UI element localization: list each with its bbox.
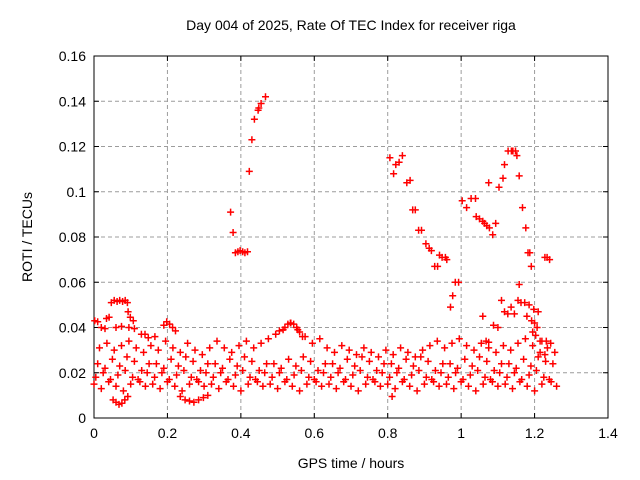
y-tick-label: 0.12 <box>59 139 86 155</box>
x-tick-label: 1.4 <box>598 425 618 441</box>
y-tick-label: 0.16 <box>59 48 86 64</box>
y-tick-label: 0.02 <box>59 365 86 381</box>
y-tick-label: 0.1 <box>67 184 87 200</box>
x-tick-label: 0.6 <box>305 425 325 441</box>
y-axis-label: ROTI / TECUs <box>19 192 35 282</box>
x-tick-label: 0.2 <box>158 425 178 441</box>
chart-title: Day 004 of 2025, Rate Of TEC Index for r… <box>186 17 516 33</box>
y-tick-label: 0 <box>78 410 86 426</box>
x-tick-label: 1 <box>457 425 465 441</box>
x-axis-label: GPS time / hours <box>297 455 405 471</box>
y-tick-label: 0.06 <box>59 274 86 290</box>
x-tick-label: 0.4 <box>231 425 251 441</box>
y-tick-label: 0.08 <box>59 229 86 245</box>
x-tick-label: 1.2 <box>525 425 545 441</box>
x-tick-label: 0.8 <box>378 425 398 441</box>
y-tick-label: 0.14 <box>59 93 86 109</box>
data-points-series <box>90 93 561 408</box>
y-tick-label: 0.04 <box>59 320 86 336</box>
x-tick-label: 0 <box>90 425 98 441</box>
